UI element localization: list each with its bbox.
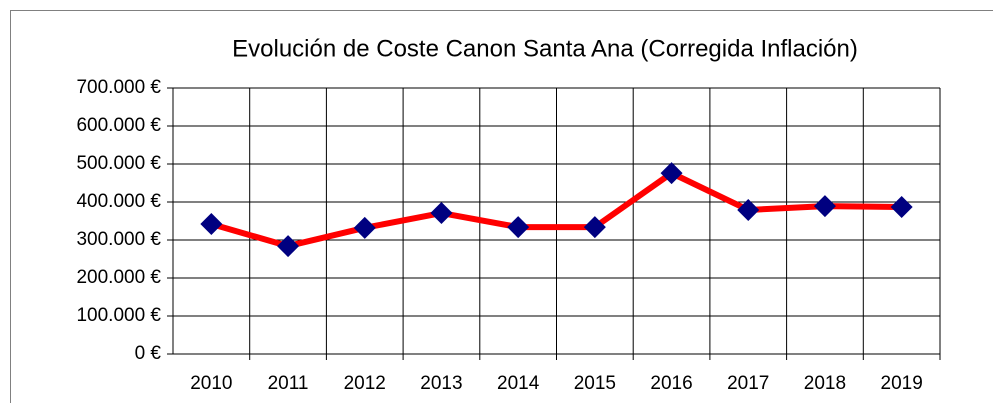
marker [737, 198, 760, 221]
y-tick-label: 300.000 € [76, 229, 161, 250]
y-tick-label: 0 € [135, 343, 162, 364]
marker [430, 202, 453, 225]
y-tick-label: 700.000 € [76, 77, 161, 98]
marker [507, 216, 530, 239]
x-tick-label: 2011 [268, 373, 309, 394]
x-tick-label: 2010 [190, 373, 232, 394]
x-tick-label: 2014 [497, 373, 540, 394]
x-tick-label: 2016 [650, 373, 692, 394]
marker [813, 195, 836, 218]
marker [200, 213, 223, 236]
marker [660, 162, 683, 185]
chart-title: Evolución de Coste Canon Santa Ana (Corr… [232, 35, 858, 62]
x-tick-label: 2019 [881, 373, 923, 394]
x-tick-label: 2017 [727, 373, 769, 394]
marker [353, 216, 376, 239]
y-tick-label: 500.000 € [76, 153, 161, 174]
x-tick-label: 2012 [344, 373, 386, 394]
y-tick-label: 400.000 € [76, 191, 161, 212]
line-series [210, 170, 902, 250]
y-tick-label: 100.000 € [76, 305, 161, 326]
x-tick-label: 2018 [804, 373, 846, 394]
marker [890, 195, 913, 218]
y-tick-label: 600.000 € [76, 115, 161, 136]
marker [583, 216, 606, 239]
x-tick-label: 2013 [420, 373, 462, 394]
y-tick-label: 200.000 € [76, 267, 161, 288]
x-tick-label: 2015 [574, 373, 616, 394]
marker [277, 235, 300, 258]
